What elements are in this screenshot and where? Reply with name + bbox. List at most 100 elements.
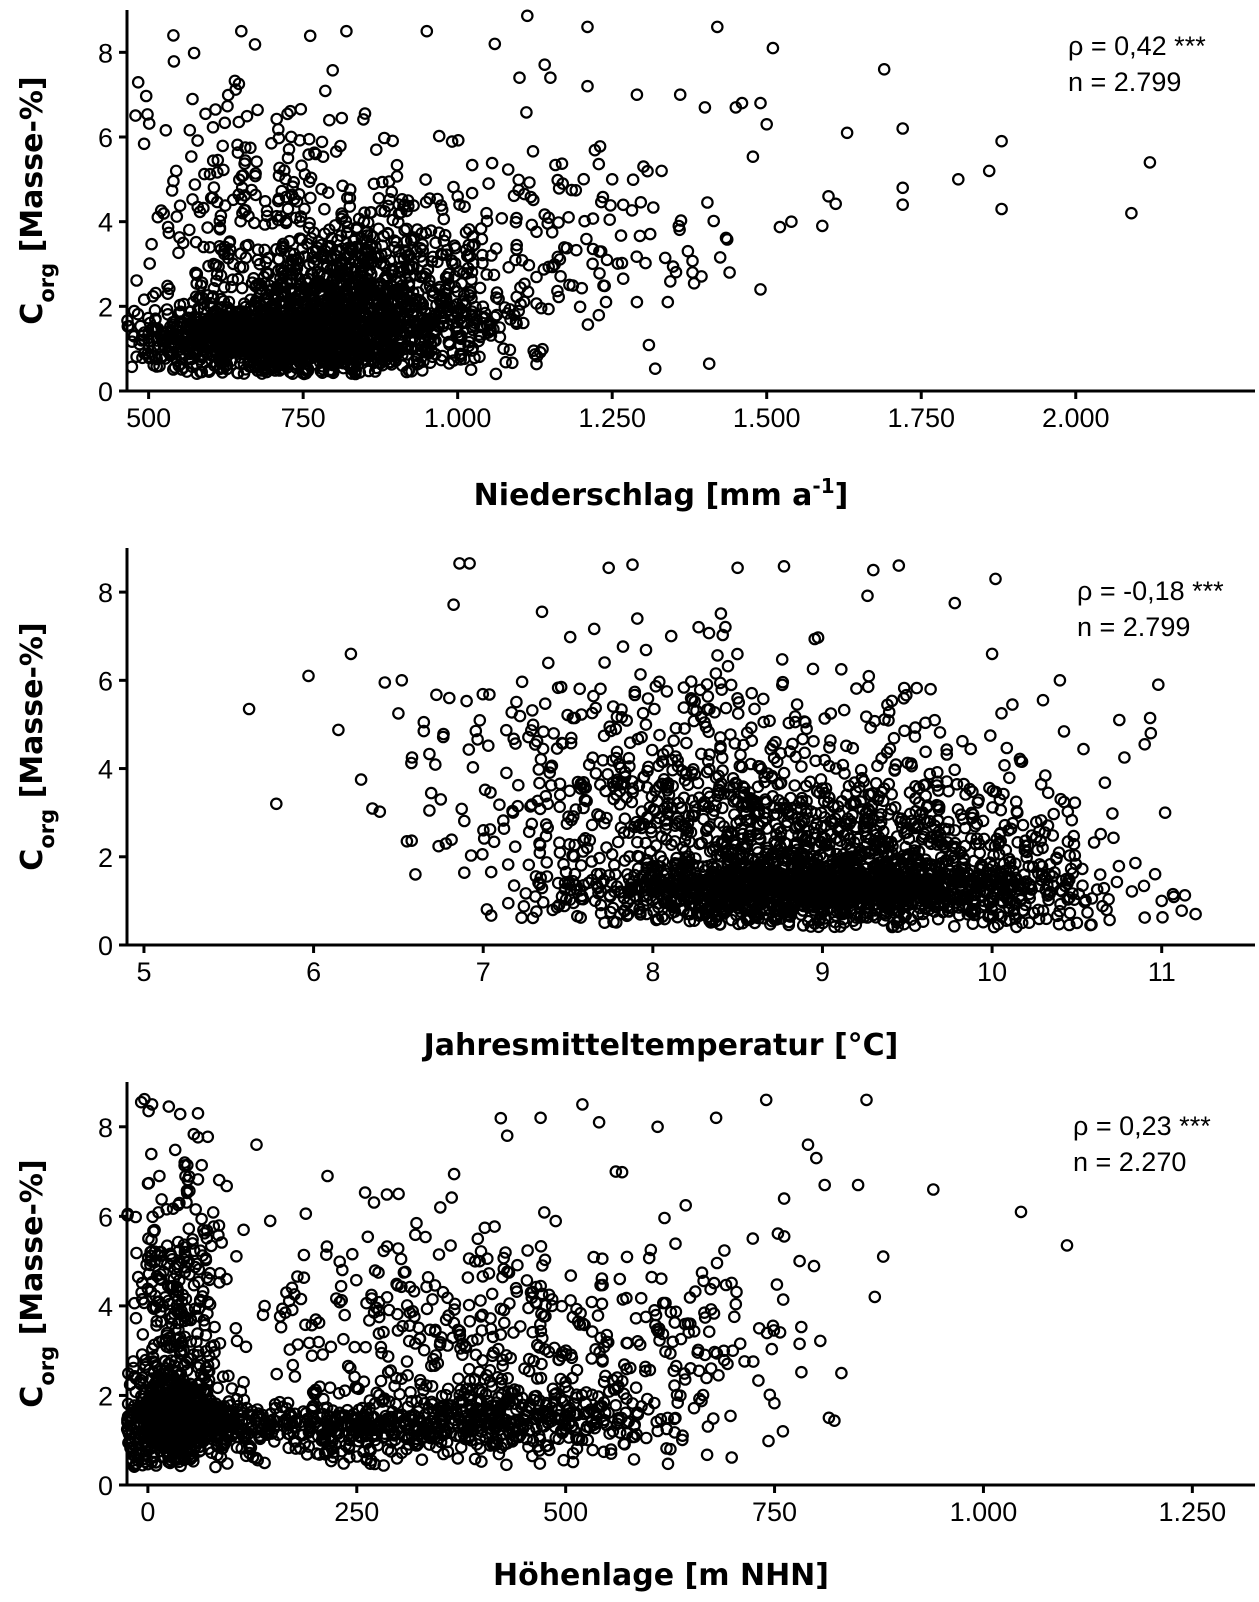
data-point <box>600 841 613 854</box>
data-point <box>603 213 616 226</box>
data-point <box>643 227 657 241</box>
data-point <box>462 339 475 353</box>
data-point <box>145 237 158 251</box>
data-point <box>468 351 481 365</box>
data-point <box>315 182 328 196</box>
data-point <box>648 702 661 716</box>
data-point <box>320 261 333 275</box>
data-point <box>386 134 399 148</box>
data-point <box>226 273 239 286</box>
data-point <box>593 267 606 280</box>
data-point <box>416 254 430 268</box>
data-point <box>1016 818 1030 832</box>
data-point <box>130 274 143 287</box>
data-point <box>229 83 242 96</box>
data-point <box>455 277 468 290</box>
data-point <box>285 286 298 299</box>
data-point <box>186 193 199 206</box>
data-point <box>896 198 909 211</box>
data-point <box>681 244 695 258</box>
data-point <box>480 206 493 220</box>
data-point <box>982 164 996 178</box>
data-point <box>357 215 371 228</box>
data-point <box>626 173 640 186</box>
data-point <box>225 341 239 354</box>
data-point <box>289 211 303 225</box>
data-point <box>1125 885 1139 898</box>
data-point <box>526 145 540 158</box>
data-point <box>542 211 555 224</box>
data-point <box>347 351 360 365</box>
data-point <box>630 88 644 101</box>
data-point <box>326 64 339 77</box>
data-point <box>260 209 274 223</box>
data-point <box>698 101 712 114</box>
data-point <box>566 279 580 292</box>
data-point <box>580 232 593 246</box>
data-point <box>270 112 283 126</box>
data-point <box>368 365 382 378</box>
data-point <box>240 109 254 123</box>
data-point <box>658 251 672 265</box>
data-point <box>400 348 414 361</box>
data-point <box>394 334 407 348</box>
data-point <box>655 164 668 178</box>
data-point <box>400 300 413 314</box>
data-point <box>345 329 359 342</box>
data-point <box>286 180 299 193</box>
data-point <box>549 158 562 172</box>
data-point <box>203 167 217 181</box>
data-point <box>340 24 353 38</box>
data-point <box>421 313 434 326</box>
data-point <box>209 103 222 116</box>
data-point <box>924 682 937 696</box>
data-point <box>273 364 286 377</box>
data-point <box>349 285 363 298</box>
data-point <box>242 209 255 223</box>
data-point <box>476 847 489 861</box>
data-point <box>306 348 319 361</box>
data-point <box>552 216 565 229</box>
data-point <box>252 277 266 290</box>
data-point <box>143 257 156 270</box>
data-point <box>720 233 734 246</box>
data-point <box>795 760 808 773</box>
data-point <box>600 253 614 267</box>
data-point <box>387 234 401 247</box>
data-point <box>212 316 226 330</box>
data-point <box>272 252 285 266</box>
data-point <box>573 300 587 314</box>
data-point <box>846 741 860 755</box>
data-point <box>540 870 554 883</box>
x-tick-label: 500 <box>126 403 171 433</box>
data-point <box>251 243 265 256</box>
data-point <box>460 249 474 263</box>
data-point <box>578 214 591 228</box>
data-point <box>367 177 381 191</box>
data-point <box>502 260 515 274</box>
data-point <box>260 204 274 218</box>
data-point <box>216 348 229 361</box>
data-point <box>303 216 316 230</box>
data-point <box>218 199 232 212</box>
data-point <box>207 181 221 194</box>
x-axis-title: Niederschlag [mm a-1] <box>474 474 849 513</box>
x-tick-label: 2.000 <box>1042 403 1110 433</box>
data-point <box>487 268 501 282</box>
data-point <box>594 195 608 209</box>
data-point <box>334 256 347 270</box>
data-point <box>422 320 436 334</box>
data-point <box>648 362 662 375</box>
data-point <box>149 286 162 300</box>
data-point <box>1143 156 1157 169</box>
data-point <box>1178 888 1192 902</box>
data-point <box>127 304 141 318</box>
data-point <box>197 302 211 316</box>
data-point <box>431 192 444 206</box>
data-point <box>470 314 483 327</box>
data-point <box>395 193 409 206</box>
data-point <box>287 358 300 371</box>
data-point <box>187 46 201 60</box>
data-point <box>581 318 595 331</box>
data-point <box>710 20 724 34</box>
